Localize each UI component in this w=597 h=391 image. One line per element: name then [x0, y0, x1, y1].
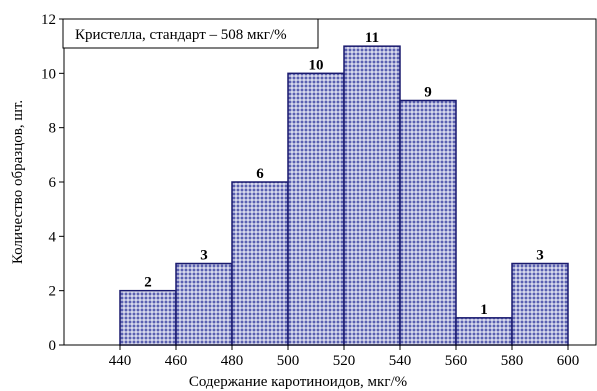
- x-axis-ticks: 440 460 480 500 520 540 560 580 600: [109, 345, 580, 369]
- y-tick-label-0: 0: [49, 338, 57, 354]
- x-tick-label-460: 460: [165, 353, 188, 369]
- bar-480-500: [231, 181, 289, 346]
- x-tick-label-540: 540: [389, 353, 412, 369]
- data-label-440-460: 2: [144, 275, 152, 291]
- y-tick-label-6: 6: [49, 175, 57, 191]
- y-tick-label-2: 2: [49, 284, 57, 300]
- data-label-500-520: 10: [309, 57, 324, 73]
- x-tick-label-480: 480: [221, 353, 244, 369]
- y-tick-label-8: 8: [49, 121, 57, 137]
- x-axis-title: Содержание каротиноидов, мкг/%: [189, 374, 407, 390]
- bars: [119, 45, 569, 346]
- bar-580-600: [511, 262, 569, 346]
- bar-540-560: [399, 99, 457, 346]
- data-label-560-580: 1: [480, 302, 488, 318]
- y-tick-label-12: 12: [41, 12, 56, 28]
- bar-460-480: [175, 262, 233, 346]
- x-tick-label-600: 600: [557, 353, 580, 369]
- y-axis-title: Количество образцов, шт.: [10, 100, 26, 264]
- y-axis-ticks: 0 2 4 6 8 10 12: [41, 12, 64, 354]
- legend-text: Кристелла, стандарт – 508 мкг/%: [75, 27, 287, 43]
- legend-box: [62, 18, 319, 49]
- data-label-480-500: 6: [256, 166, 264, 182]
- bar-560-580: [455, 317, 513, 346]
- data-label-460-480: 3: [200, 248, 208, 264]
- x-tick-label-500: 500: [277, 353, 300, 369]
- x-tick-label-440: 440: [109, 353, 132, 369]
- y-tick-label-4: 4: [49, 229, 57, 245]
- legend: Кристелла, стандарт – 508 мкг/%: [62, 18, 319, 49]
- bar-440-460: [119, 289, 177, 346]
- data-label-520-540: 11: [365, 30, 379, 46]
- data-label-580-600: 3: [536, 248, 544, 264]
- bar-500-520: [287, 72, 345, 346]
- data-labels: 2 3 6 10 11 9 1 3: [144, 30, 544, 318]
- bar-520-540: [343, 45, 401, 346]
- data-label-540-560: 9: [424, 85, 432, 101]
- x-tick-label-560: 560: [445, 353, 468, 369]
- x-tick-label-580: 580: [501, 353, 524, 369]
- y-tick-label-10: 10: [41, 66, 56, 82]
- x-tick-label-520: 520: [333, 353, 356, 369]
